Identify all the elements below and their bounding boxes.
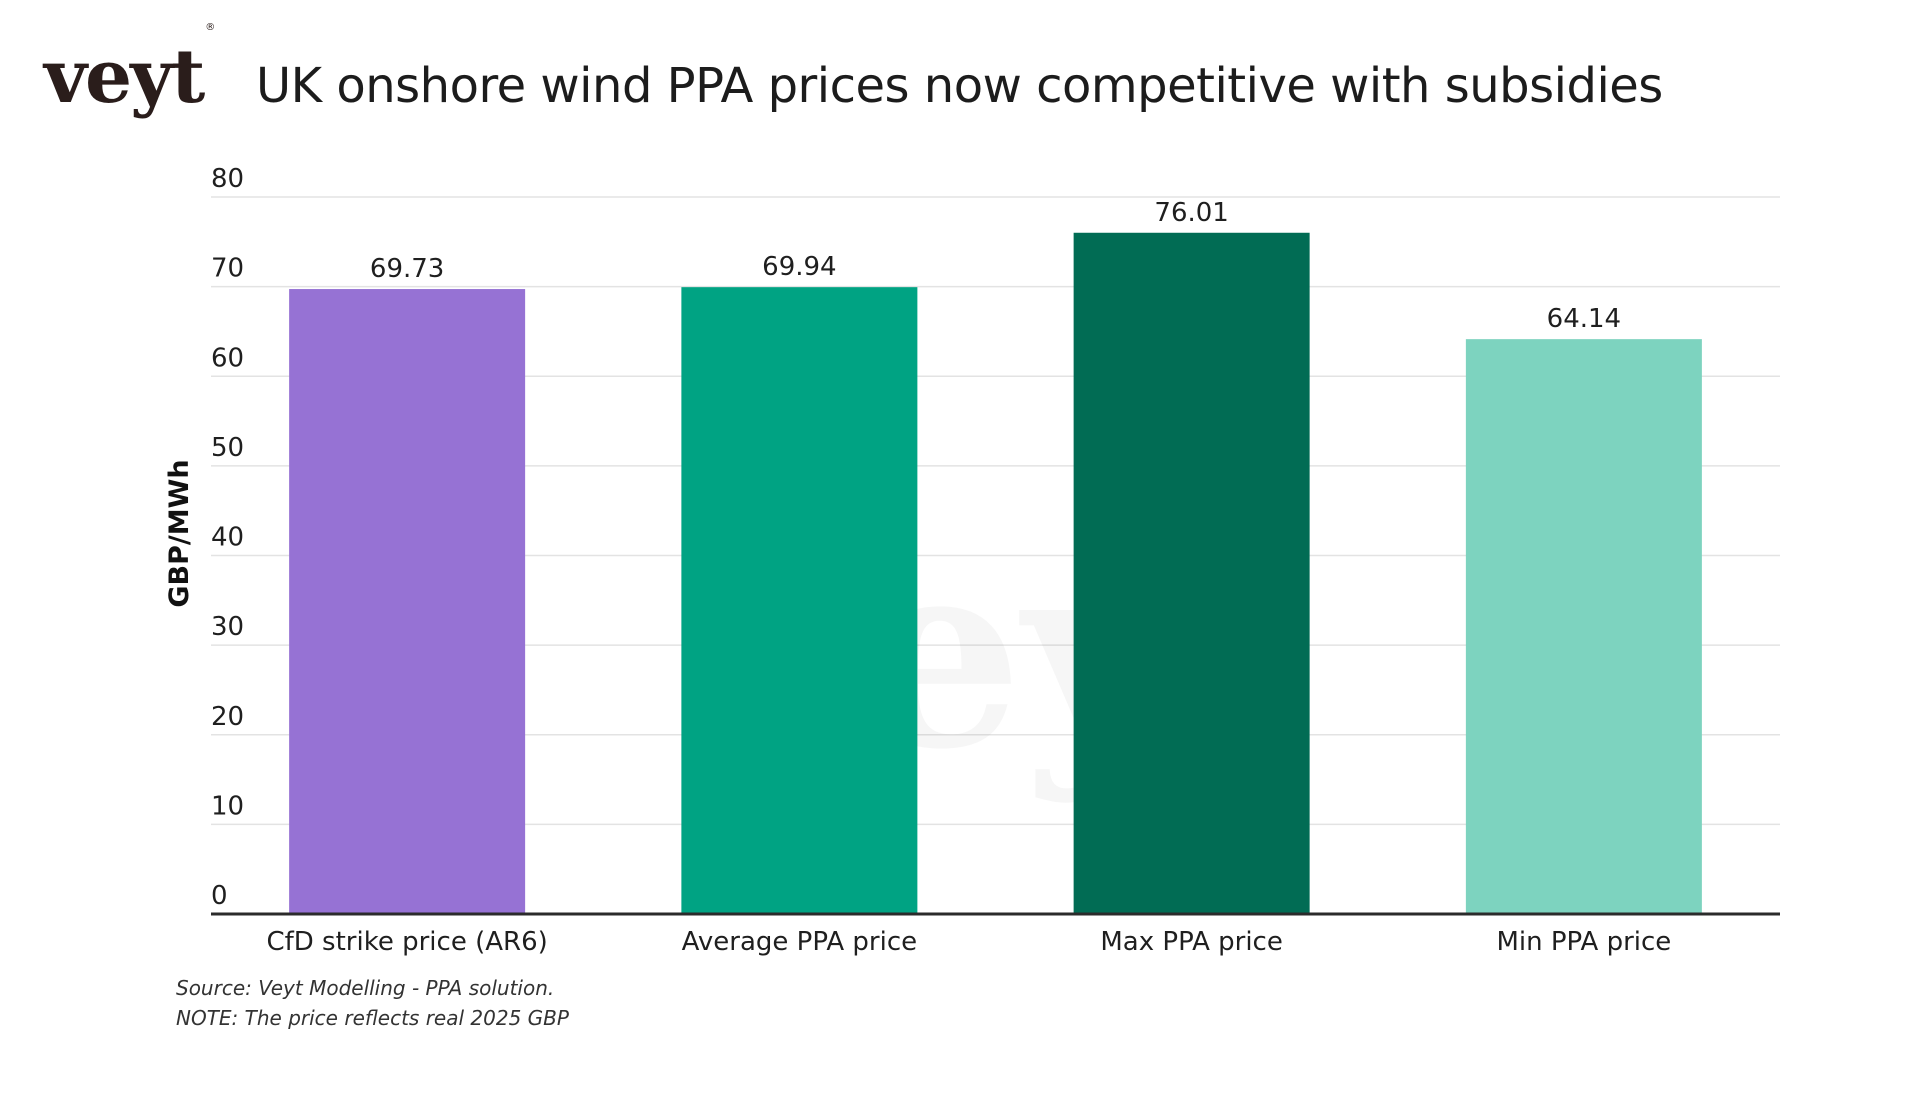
bar-value-label: 69.94 <box>762 252 836 282</box>
y-axis-label: GBP/MWh <box>164 459 195 607</box>
y-tick-label: 30 <box>211 612 244 642</box>
chart-title: UK onshore wind PPA prices now competiti… <box>256 58 1663 114</box>
y-tick-label: 70 <box>211 254 244 284</box>
veyt-logo: veyt® <box>44 22 215 120</box>
y-tick-label: 60 <box>211 343 244 373</box>
source-note: Source: Veyt Modelling - PPA solution. <box>176 976 555 1000</box>
bar-value-label: 64.14 <box>1547 304 1621 334</box>
price-note: NOTE: The price reflects real 2025 GBP <box>176 1006 569 1030</box>
x-category-label: Average PPA price <box>682 927 918 957</box>
y-tick-label: 10 <box>211 791 244 821</box>
y-tick-label: 20 <box>211 702 244 732</box>
bar <box>1073 232 1310 914</box>
x-category-label: CfD strike price (AR6) <box>266 927 547 957</box>
registered-mark: ® <box>205 22 215 34</box>
y-tick-label: 0 <box>211 881 228 911</box>
labels: 0 10 20 30 40 50 60 70 80 69.73 CfD strike price (… <box>164 164 1671 957</box>
bar <box>289 289 526 914</box>
bar <box>681 287 918 915</box>
bar-value-label: 76.01 <box>1154 198 1228 228</box>
y-tick-label: 80 <box>211 164 244 194</box>
x-category-label: Max PPA price <box>1100 927 1282 957</box>
y-tick-label: 40 <box>211 523 244 553</box>
bar <box>1465 339 1702 914</box>
bar-value-label: 69.73 <box>370 254 444 284</box>
x-category-label: Min PPA price <box>1496 927 1671 957</box>
bars <box>289 232 1702 915</box>
y-tick-label: 50 <box>211 433 244 463</box>
